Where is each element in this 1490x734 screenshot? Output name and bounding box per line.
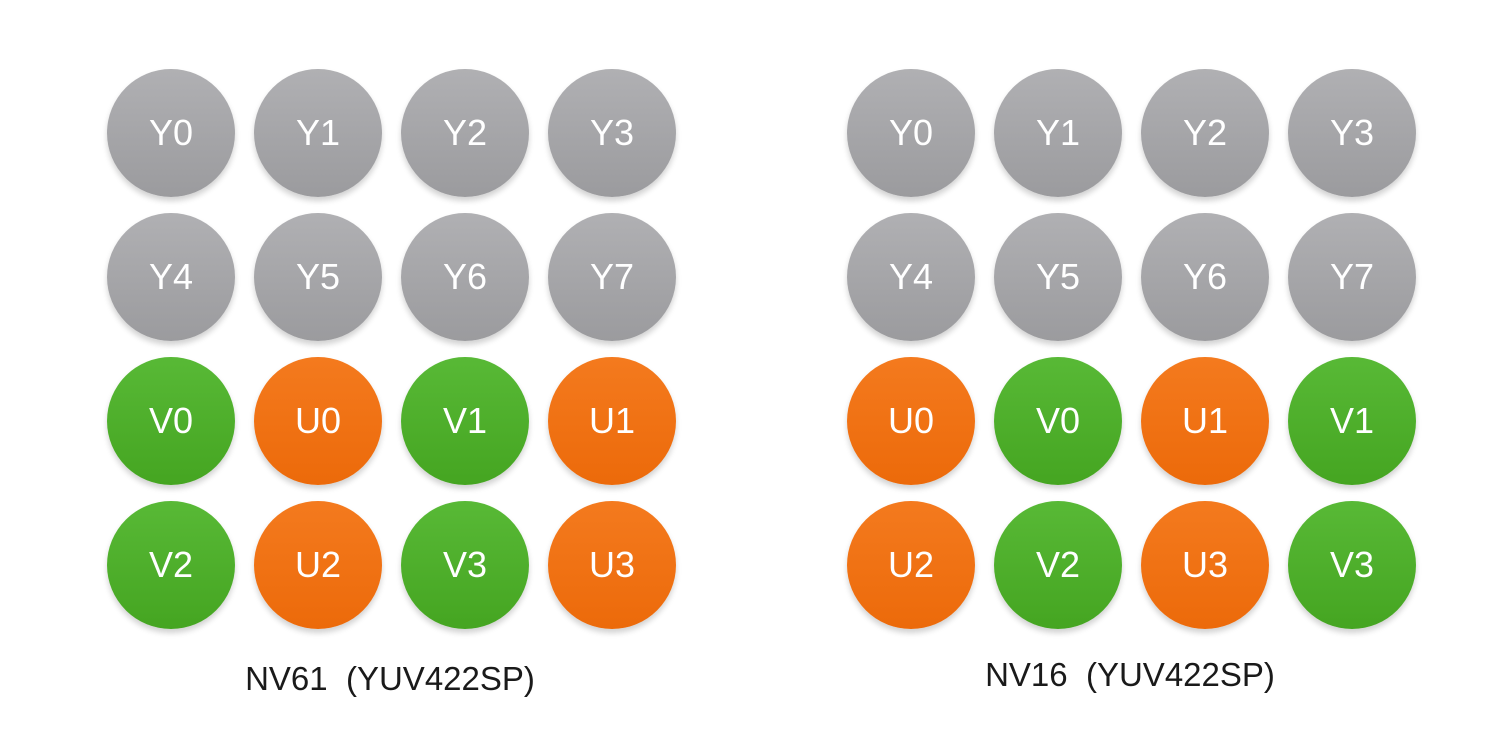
sample-label: Y3 [1329, 112, 1375, 153]
nv61-sample-y7: Y7 [548, 213, 676, 341]
sample-label: V2 [148, 544, 194, 585]
sample-label: V0 [1035, 400, 1081, 441]
sample-label: Y5 [1035, 256, 1081, 297]
nv16-sample-u2: U2 [847, 501, 975, 629]
sample-label: U0 [294, 400, 342, 441]
nv16-sample-v3: V3 [1288, 501, 1416, 629]
sample-label: Y7 [589, 256, 635, 297]
nv61-sample-u1: U1 [548, 357, 676, 485]
sample-label: U2 [294, 544, 342, 585]
nv16-sample-u3: U3 [1141, 501, 1269, 629]
nv61-sample-grid: Y0 Y1 Y2 Y3 Y4 Y5 Y6 Y7 V0 U0 V1 U1 V2 U2 V3 U3 [100, 66, 680, 636]
nv61-sample-v2: V2 [107, 501, 235, 629]
sample-label: U3 [588, 544, 636, 585]
sample-label: V3 [442, 544, 488, 585]
nv61-sample-u2: U2 [254, 501, 382, 629]
sample-label: U2 [887, 544, 935, 585]
nv16-sample-y3: Y3 [1288, 69, 1416, 197]
nv61-sample-v0: V0 [107, 357, 235, 485]
sample-label: V1 [1329, 400, 1375, 441]
sample-label: Y2 [1182, 112, 1228, 153]
sample-label: U0 [887, 400, 935, 441]
nv16-sample-y2: Y2 [1141, 69, 1269, 197]
nv16-sample-v0: V0 [994, 357, 1122, 485]
sample-label: Y3 [589, 112, 635, 153]
sample-label: Y0 [888, 112, 934, 153]
sample-label: Y7 [1329, 256, 1375, 297]
sample-label: Y1 [1035, 112, 1081, 153]
nv16-sample-y1: Y1 [994, 69, 1122, 197]
nv61-sample-u3: U3 [548, 501, 676, 629]
nv16-sample-y0: Y0 [847, 69, 975, 197]
nv16-sample-u1: U1 [1141, 357, 1269, 485]
nv61-sample-y3: Y3 [548, 69, 676, 197]
sample-label: Y6 [1182, 256, 1228, 297]
nv61-sample-v1: V1 [401, 357, 529, 485]
nv16-sample-y7: Y7 [1288, 213, 1416, 341]
nv61-sample-u0: U0 [254, 357, 382, 485]
sample-label: V2 [1035, 544, 1081, 585]
nv16-sample-y5: Y5 [994, 213, 1122, 341]
sample-label: Y6 [442, 256, 488, 297]
sample-label: Y5 [295, 256, 341, 297]
nv61-panel: Y0 Y1 Y2 Y3 Y4 Y5 Y6 Y7 V0 U0 V1 U1 V2 U2 V3 U3 NV61 (Y… [100, 0, 700, 734]
nv61-sample-y6: Y6 [401, 213, 529, 341]
sample-label: Y4 [888, 256, 934, 297]
nv16-sample-u0: U0 [847, 357, 975, 485]
sample-label: V1 [442, 400, 488, 441]
nv16-sample-v1: V1 [1288, 357, 1416, 485]
nv61-caption: NV61 (YUV422SP) [245, 660, 535, 697]
nv16-panel: Y0 Y1 Y2 Y3 Y4 Y5 Y6 Y7 U0 V0 U1 V1 U2 V2 U3 V3 NV16 (Y… [840, 0, 1440, 734]
sample-label: Y2 [442, 112, 488, 153]
nv61-sample-y4: Y4 [107, 213, 235, 341]
nv16-sample-y4: Y4 [847, 213, 975, 341]
sample-label: U1 [588, 400, 636, 441]
nv16-sample-y6: Y6 [1141, 213, 1269, 341]
sample-label: Y4 [148, 256, 194, 297]
nv16-caption: NV16 (YUV422SP) [985, 656, 1275, 693]
nv61-sample-y5: Y5 [254, 213, 382, 341]
sample-label: U1 [1181, 400, 1229, 441]
nv16-sample-grid: Y0 Y1 Y2 Y3 Y4 Y5 Y6 Y7 U0 V0 U1 V1 U2 V2 U3 V3 [840, 66, 1420, 636]
sample-label: V0 [148, 400, 194, 441]
nv61-sample-y0: Y0 [107, 69, 235, 197]
sample-label: U3 [1181, 544, 1229, 585]
sample-label: Y0 [148, 112, 194, 153]
nv61-sample-y2: Y2 [401, 69, 529, 197]
sample-label: Y1 [295, 112, 341, 153]
nv61-sample-y1: Y1 [254, 69, 382, 197]
nv16-sample-v2: V2 [994, 501, 1122, 629]
nv61-sample-v3: V3 [401, 501, 529, 629]
sample-label: V3 [1329, 544, 1375, 585]
